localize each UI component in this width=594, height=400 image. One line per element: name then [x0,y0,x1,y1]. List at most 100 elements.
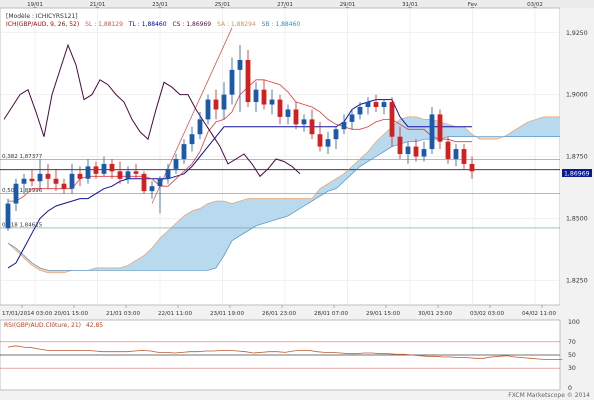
rsi-tick: 100 [568,319,580,326]
bottom-date-label: 26/01 23:00 [262,311,296,317]
cloud-segment [488,136,496,140]
rsi-levels [0,341,560,369]
candle-body [141,173,147,192]
rsi-tick-labels: 100 70 50 30 0 [568,319,580,392]
candle-body [461,149,467,164]
candle-body [93,166,99,174]
cloud-segment [352,158,360,174]
bottom-date-label: 30/01 23:00 [418,311,452,317]
candle-body [349,114,355,122]
cloud-segment [40,267,48,273]
candle-body [389,102,395,137]
top-date-label: 19/01 [27,2,43,8]
cloud-segment [296,198,304,211]
candle-body [405,146,411,155]
cloud-segment [176,215,184,271]
candle-body [261,89,267,105]
candle-body [357,107,363,115]
candle-body [13,183,19,204]
cloud-segment [192,208,200,271]
cloud-segment [48,270,56,273]
rsi-tick: 0 [568,385,572,392]
bottom-date-label: 23/01 19:00 [210,311,244,317]
cloud-segment [96,267,104,271]
candle-body [445,141,451,159]
cloud-segment [232,201,240,241]
top-date-strip [0,0,594,8]
candle-body [21,178,27,184]
candle-body [333,129,339,140]
cloud-segment [304,198,312,206]
cloud-segment [168,223,176,271]
top-date-label: 31/01 [402,2,418,8]
trend-line [151,27,233,204]
top-date-label: 03/02 [527,2,543,8]
candle-body [117,171,123,179]
fib-label: 0,500 1,85996 [2,188,43,194]
candle-body [365,102,371,107]
top-date-label: 29/01 [340,2,356,8]
cloud-segment [544,116,552,137]
candle-body [277,99,283,117]
price-tick-labels: 1,9250 1,9000 1,8750 1,8500 1,8250 [566,30,588,285]
price-tick: 1,8500 [566,215,588,222]
candle-body [213,99,219,110]
cloud-segment [552,116,560,137]
candle-body [317,134,323,147]
candle-body [173,158,179,169]
candle-body [301,119,307,125]
candle-body [381,102,387,107]
candle-body [373,102,379,107]
cloud-segment [136,255,144,271]
cloud-segment [248,198,256,231]
candle-body [397,136,403,155]
candle-body [69,173,75,189]
cloud-segment [280,198,288,219]
cloud-segment [512,126,520,137]
watermark: FXCM Marketscope © 2014 [508,392,590,399]
cloud-segment [536,116,544,137]
ichimoku-cloud [8,116,568,273]
cloud-segment [56,270,64,273]
candle-body [293,109,299,125]
cloud-segment [320,183,328,197]
cloud-segment [240,198,248,236]
cloud-segment [520,121,528,137]
candle-body [149,186,155,192]
bottom-date-label: 29/01 15:00 [366,311,400,317]
candle-body [285,109,291,117]
model-label: [Modèle : ICHICYRS121] [6,13,78,20]
cloud-segment [208,201,216,271]
current-price-label: 1,86969 [564,171,590,178]
candle-body [229,69,235,95]
legend-sa: SA : 1,88294 [217,21,256,28]
price-tick: 1,9000 [566,92,588,99]
svg-text:ICH(GBP/AUD, 9, 26, 52): ICH(GBP/AUD, 9, 26, 52) SL : 1,88129 TL … [6,21,300,28]
legend-sb: SB : 1,88460 [262,21,301,28]
top-date-label: 21/01 [90,2,106,8]
candle-body [125,171,131,179]
candle-body [197,119,203,135]
price-tick: 1,8250 [566,277,588,284]
candle-body [453,149,459,159]
cloud-segment [464,126,472,137]
rsi-tick: 50 [568,352,576,359]
rsi-label: RSI(GBP/AUD.Clôture, 21) [4,322,81,329]
bottom-date-label: 21/01 03:00 [106,311,140,317]
top-date-label: 25/01 [215,2,231,8]
cloud-segment [16,248,24,258]
legend-sl: SL : 1,88129 [85,21,123,28]
price-axis [560,8,594,305]
candle-body [309,119,315,135]
candle-body [237,59,243,70]
candle-body [53,178,59,184]
bottom-date-label: 22/01 11:00 [158,311,192,317]
bottom-date-label: 28/01 07:00 [314,311,348,317]
cloud-segment [360,151,368,167]
candle-body [269,99,275,105]
fib-label: 0,382 1,87377 [2,154,43,160]
price-tick: 1,9250 [566,30,588,37]
main-grid [0,8,560,305]
candle-body [61,183,67,189]
cloud-segment [256,198,264,226]
